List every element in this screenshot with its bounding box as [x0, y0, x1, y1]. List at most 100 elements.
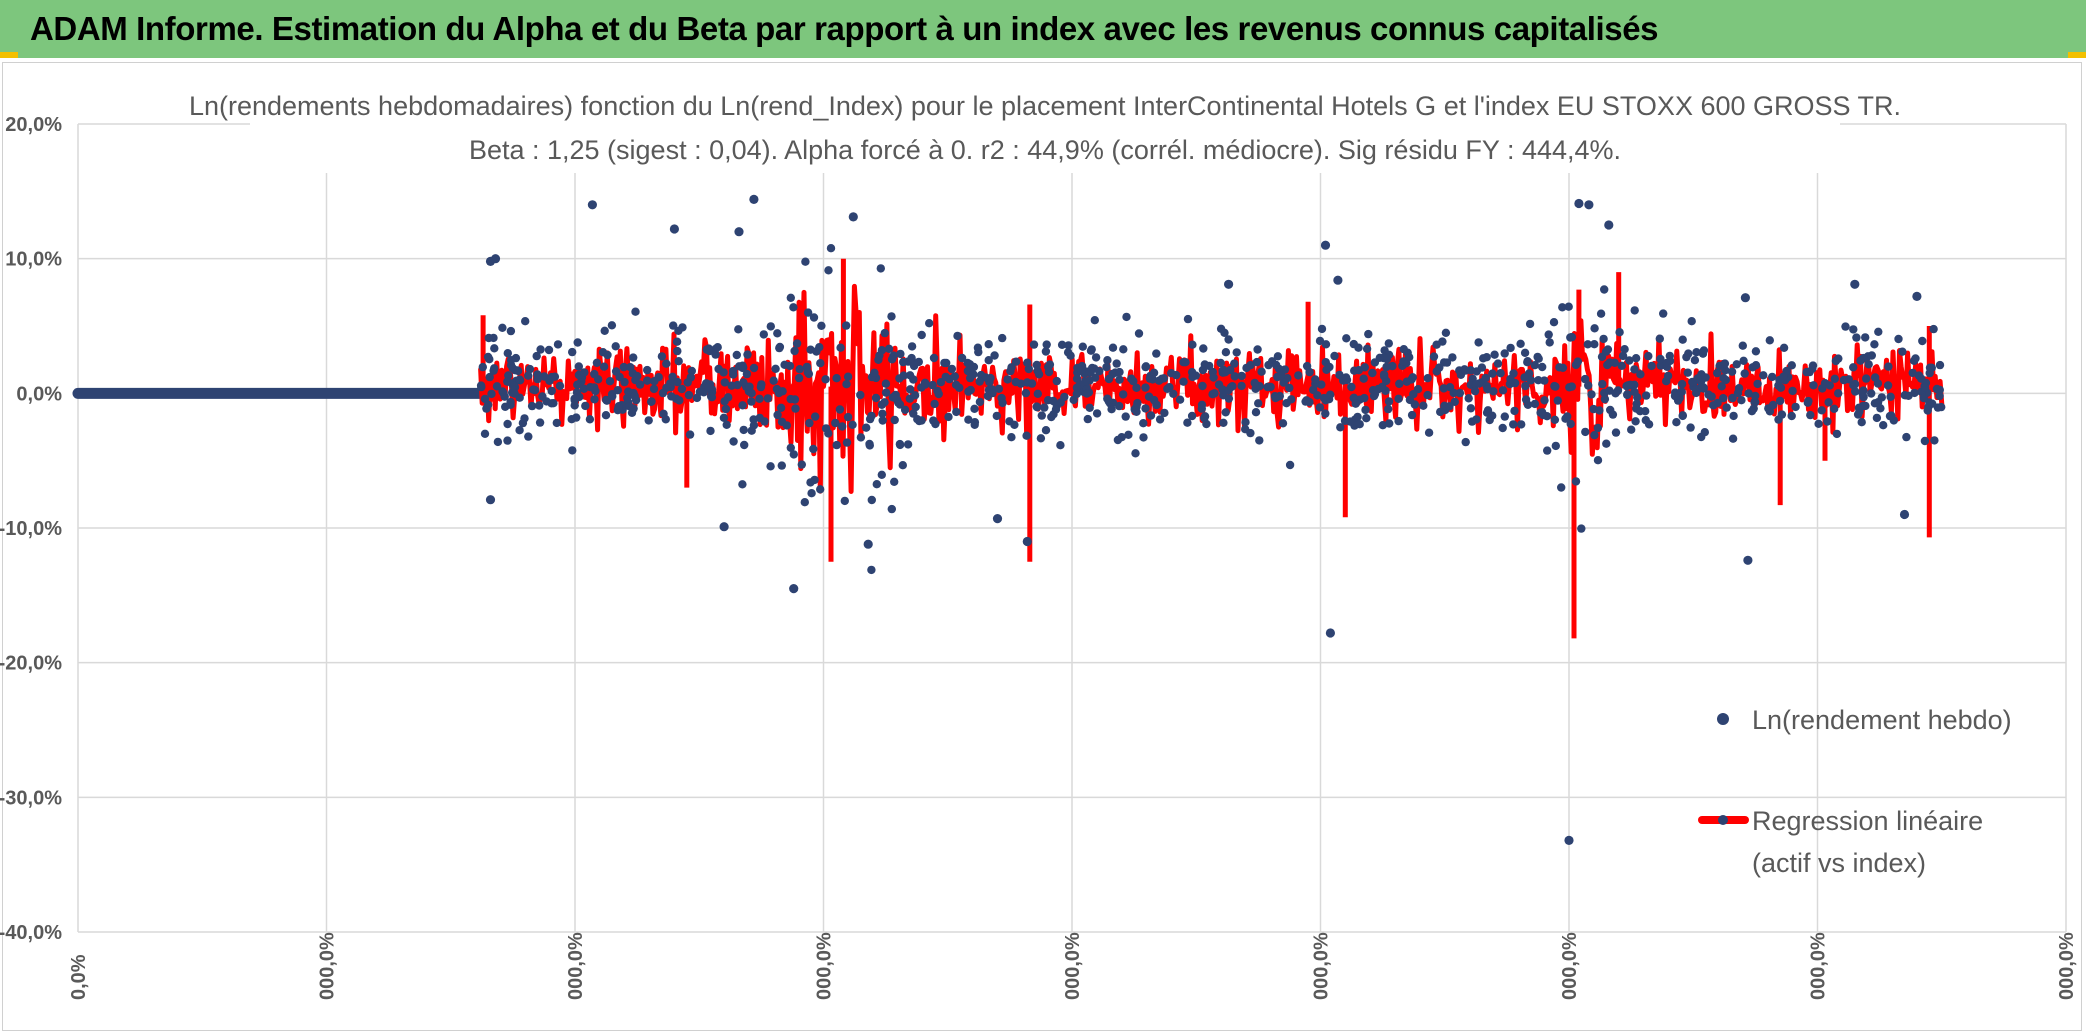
- scatter-point: [1672, 418, 1681, 427]
- scatter-point: [1830, 374, 1840, 383]
- scatter-point: [1378, 421, 1388, 430]
- scatter-point: [1564, 835, 1574, 846]
- scatter-point: [950, 372, 959, 381]
- scatter-point: [1779, 343, 1789, 352]
- scatter-point: [957, 353, 967, 363]
- scatter-point: [955, 383, 964, 392]
- scatter-point: [1216, 358, 1225, 368]
- scatter-point: [503, 436, 512, 445]
- scatter-point: [1172, 370, 1181, 380]
- scatter-point: [1684, 349, 1693, 358]
- scatter-point: [888, 393, 898, 402]
- scatter-point: [666, 379, 675, 388]
- scatter-point: [1851, 387, 1860, 396]
- scatter-point: [970, 404, 979, 413]
- banner-corner-right: [2068, 52, 2086, 58]
- scatter-point: [1673, 396, 1683, 405]
- scatter-point: [1693, 374, 1702, 383]
- scatter-point: [568, 446, 577, 455]
- scatter-point: [1581, 427, 1590, 437]
- scatter-point: [1146, 411, 1156, 420]
- scatter-point: [713, 343, 722, 352]
- scatter-point: [1005, 417, 1014, 426]
- scatter-point: [667, 392, 676, 401]
- scatter-point: [984, 340, 993, 349]
- scatter-point: [1908, 368, 1917, 378]
- scatter-point: [1057, 340, 1067, 349]
- scatter-point: [1935, 391, 1944, 401]
- scatter-point: [1336, 423, 1345, 432]
- scatter-point: [1036, 434, 1046, 443]
- scatter-point: [1064, 341, 1073, 350]
- scatter-point: [1409, 390, 1418, 399]
- scatter-point: [842, 380, 851, 389]
- scatter-point: [1375, 353, 1385, 362]
- regression-path: [478, 258, 1945, 639]
- scatter-point: [896, 349, 905, 359]
- scatter-point: [1080, 377, 1090, 386]
- scatter-point: [485, 372, 494, 382]
- scatter-point: [1040, 403, 1049, 412]
- scatter-point: [672, 337, 682, 346]
- scatter-point: [1498, 423, 1507, 433]
- scatter-point: [1692, 348, 1701, 357]
- scatter-point: [928, 380, 937, 390]
- scatter-point: [944, 412, 953, 422]
- scatter-point: [1488, 369, 1497, 378]
- scatter-point: [1728, 434, 1738, 443]
- scatter-point: [659, 409, 668, 418]
- scatter-point: [1385, 419, 1394, 428]
- scatter-point: [1115, 367, 1124, 377]
- scatter-point: [1872, 413, 1882, 423]
- scatter-point: [785, 361, 795, 371]
- scatter-point: [1056, 441, 1065, 450]
- scatter-point: [1183, 418, 1192, 427]
- scatter-point: [1237, 381, 1246, 391]
- scatter-point: [1850, 379, 1860, 389]
- scatter-point: [887, 355, 897, 364]
- scatter-point: [1630, 306, 1639, 315]
- scatter-point: [1087, 345, 1096, 354]
- scatter-point: [568, 347, 577, 357]
- scatter-point: [1455, 388, 1465, 398]
- scatter-point: [1342, 375, 1352, 385]
- scatter-point: [1722, 403, 1731, 412]
- scatter-point: [1131, 449, 1140, 458]
- scatter-point: [493, 437, 503, 447]
- scatter-point: [1197, 400, 1207, 409]
- scatter-point: [1060, 392, 1069, 402]
- scatter-point: [1751, 347, 1761, 356]
- scatter-point: [574, 362, 583, 371]
- scatter-point: [842, 438, 852, 447]
- scatter-point: [1517, 420, 1526, 429]
- scatter-point: [1824, 398, 1833, 407]
- scatter-point: [1011, 357, 1021, 366]
- scatter-point: [974, 347, 983, 357]
- scatter-point: [895, 440, 905, 450]
- scatter-point: [629, 404, 638, 413]
- y-tick-label: -40,0%: [0, 922, 62, 944]
- scatter-point: [890, 415, 899, 425]
- scatter-point: [842, 321, 851, 330]
- scatter-point: [1252, 357, 1262, 367]
- scatter-point: [1935, 360, 1945, 370]
- scatter-point: [533, 374, 542, 384]
- scatter-point: [1919, 393, 1929, 403]
- scatter-point: [1090, 316, 1100, 325]
- scatter-point: [1655, 334, 1665, 343]
- scatter-point: [786, 394, 795, 404]
- scatter-point: [1775, 396, 1785, 406]
- scatter-point: [572, 413, 581, 422]
- scatter-point: [747, 397, 756, 406]
- scatter-point: [544, 345, 554, 355]
- scatter-point: [1188, 372, 1197, 382]
- scatter-point: [887, 312, 896, 321]
- scatter-point: [745, 382, 754, 391]
- scatter-point: [1839, 375, 1849, 385]
- scatter-point: [992, 411, 1001, 421]
- scatter-point: [478, 362, 487, 372]
- scatter-point: [674, 357, 683, 366]
- scatter-point: [789, 584, 799, 594]
- scatter-point: [1590, 340, 1599, 349]
- scatter-point: [1641, 416, 1651, 425]
